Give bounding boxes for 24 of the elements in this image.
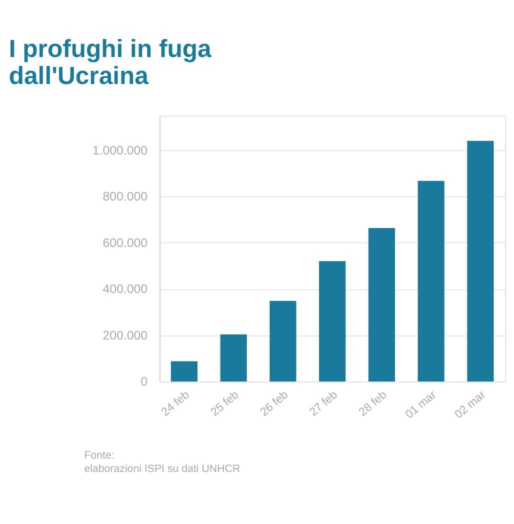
bar <box>270 300 296 382</box>
source-note: Fonte: <box>84 450 114 462</box>
bar <box>319 261 346 382</box>
text: I profughi in fuga <box>8 36 212 64</box>
x-tick-label: 26 feb <box>258 388 291 419</box>
y-tick-label: 1.000.000 <box>92 143 148 158</box>
text: elaborazioni ISPI su dati UNHCR <box>84 462 240 475</box>
y-tick-label: 800.000 <box>102 190 148 204</box>
y-tick-label: 200.000 <box>102 328 148 342</box>
x-tick-label: 02 mar <box>452 388 488 422</box>
y-tick-label: 600.000 <box>102 236 148 250</box>
x-tick-label: 24 feb <box>160 388 192 419</box>
bar <box>170 361 198 382</box>
bar <box>467 140 494 382</box>
x-tick-label: 01 mar <box>404 388 439 422</box>
text: dall'Ucraina <box>8 62 148 90</box>
x-tick-label: 28 feb <box>357 388 390 419</box>
bar <box>368 228 395 382</box>
bar <box>220 334 247 382</box>
y-tick-label: 400.000 <box>102 282 148 296</box>
x-tick-label: 25 feb <box>208 388 242 419</box>
x-tick-label: 27 feb <box>308 388 340 419</box>
bar <box>418 180 444 382</box>
y-tick-label: 0 <box>140 374 148 389</box>
